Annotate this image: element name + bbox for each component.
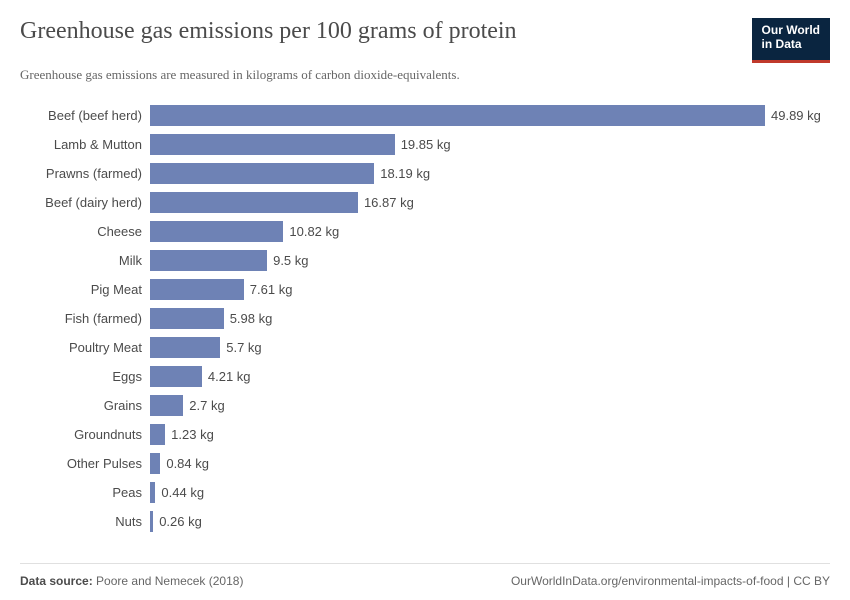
source-text: Poore and Nemecek (2018) xyxy=(93,574,244,588)
bar xyxy=(150,308,224,329)
owid-logo: Our World in Data xyxy=(752,18,830,63)
chart-footer: Data source: Poore and Nemecek (2018) Ou… xyxy=(20,563,830,588)
bar-track: 0.26 kg xyxy=(150,507,830,536)
value-label: 7.61 kg xyxy=(244,282,293,297)
value-label: 49.89 kg xyxy=(765,108,821,123)
value-label: 5.98 kg xyxy=(224,311,273,326)
bar-track: 2.7 kg xyxy=(150,391,830,420)
category-label: Beef (dairy herd) xyxy=(20,195,150,210)
value-label: 2.7 kg xyxy=(183,398,224,413)
chart-row: Fish (farmed) 5.98 kg xyxy=(20,304,830,333)
category-label: Nuts xyxy=(20,514,150,529)
chart-title: Greenhouse gas emissions per 100 grams o… xyxy=(20,18,517,45)
bar-track: 5.98 kg xyxy=(150,304,830,333)
category-label: Beef (beef herd) xyxy=(20,108,150,123)
category-label: Poultry Meat xyxy=(20,340,150,355)
value-label: 0.26 kg xyxy=(153,514,202,529)
chart-row: Beef (beef herd) 49.89 kg xyxy=(20,101,830,130)
chart-row: Beef (dairy herd) 16.87 kg xyxy=(20,188,830,217)
bar-track: 0.44 kg xyxy=(150,478,830,507)
bar xyxy=(150,163,374,184)
chart-row: Other Pulses 0.84 kg xyxy=(20,449,830,478)
category-label: Other Pulses xyxy=(20,456,150,471)
bar xyxy=(150,134,395,155)
chart-row: Milk 9.5 kg xyxy=(20,246,830,275)
bar xyxy=(150,395,183,416)
value-label: 19.85 kg xyxy=(395,137,451,152)
value-label: 9.5 kg xyxy=(267,253,308,268)
value-label: 4.21 kg xyxy=(202,369,251,384)
category-label: Cheese xyxy=(20,224,150,239)
bar-track: 7.61 kg xyxy=(150,275,830,304)
bar-track: 16.87 kg xyxy=(150,188,830,217)
bar-chart: Beef (beef herd) 49.89 kg Lamb & Mutton 19.… xyxy=(20,101,830,536)
category-label: Groundnuts xyxy=(20,427,150,442)
value-label: 1.23 kg xyxy=(165,427,214,442)
category-label: Lamb & Mutton xyxy=(20,137,150,152)
bar xyxy=(150,453,160,474)
bar xyxy=(150,221,283,242)
chart-subtitle: Greenhouse gas emissions are measured in… xyxy=(20,67,830,83)
chart-row: Peas 0.44 kg xyxy=(20,478,830,507)
bar xyxy=(150,366,202,387)
header-row: Greenhouse gas emissions per 100 grams o… xyxy=(20,18,830,63)
chart-row: Lamb & Mutton 19.85 kg xyxy=(20,130,830,159)
value-label: 10.82 kg xyxy=(283,224,339,239)
category-label: Prawns (farmed) xyxy=(20,166,150,181)
bar-track: 4.21 kg xyxy=(150,362,830,391)
chart-row: Groundnuts 1.23 kg xyxy=(20,420,830,449)
chart-row: Pig Meat 7.61 kg xyxy=(20,275,830,304)
bar xyxy=(150,250,267,271)
category-label: Pig Meat xyxy=(20,282,150,297)
chart-row: Eggs 4.21 kg xyxy=(20,362,830,391)
bar xyxy=(150,424,165,445)
bar xyxy=(150,192,358,213)
bar-track: 49.89 kg xyxy=(150,101,830,130)
bar xyxy=(150,105,765,126)
footer-right: OurWorldInData.org/environmental-impacts… xyxy=(511,574,830,588)
category-label: Grains xyxy=(20,398,150,413)
chart-row: Prawns (farmed) 18.19 kg xyxy=(20,159,830,188)
bar-track: 5.7 kg xyxy=(150,333,830,362)
bar xyxy=(150,279,244,300)
value-label: 16.87 kg xyxy=(358,195,414,210)
chart-container: Greenhouse gas emissions per 100 grams o… xyxy=(0,0,850,600)
chart-row: Grains 2.7 kg xyxy=(20,391,830,420)
chart-row: Cheese 10.82 kg xyxy=(20,217,830,246)
title-block: Greenhouse gas emissions per 100 grams o… xyxy=(20,18,517,45)
value-label: 5.7 kg xyxy=(220,340,261,355)
chart-row: Poultry Meat 5.7 kg xyxy=(20,333,830,362)
bar-track: 1.23 kg xyxy=(150,420,830,449)
value-label: 0.44 kg xyxy=(155,485,204,500)
bar-track: 0.84 kg xyxy=(150,449,830,478)
bar-track: 18.19 kg xyxy=(150,159,830,188)
value-label: 18.19 kg xyxy=(374,166,430,181)
category-label: Fish (farmed) xyxy=(20,311,150,326)
bar-track: 9.5 kg xyxy=(150,246,830,275)
category-label: Milk xyxy=(20,253,150,268)
bar-track: 19.85 kg xyxy=(150,130,830,159)
bar xyxy=(150,337,220,358)
chart-row: Nuts0.26 kg xyxy=(20,507,830,536)
category-label: Peas xyxy=(20,485,150,500)
category-label: Eggs xyxy=(20,369,150,384)
source-label: Data source: xyxy=(20,574,93,588)
value-label: 0.84 kg xyxy=(160,456,209,471)
data-source: Data source: Poore and Nemecek (2018) xyxy=(20,574,243,588)
bar-track: 10.82 kg xyxy=(150,217,830,246)
